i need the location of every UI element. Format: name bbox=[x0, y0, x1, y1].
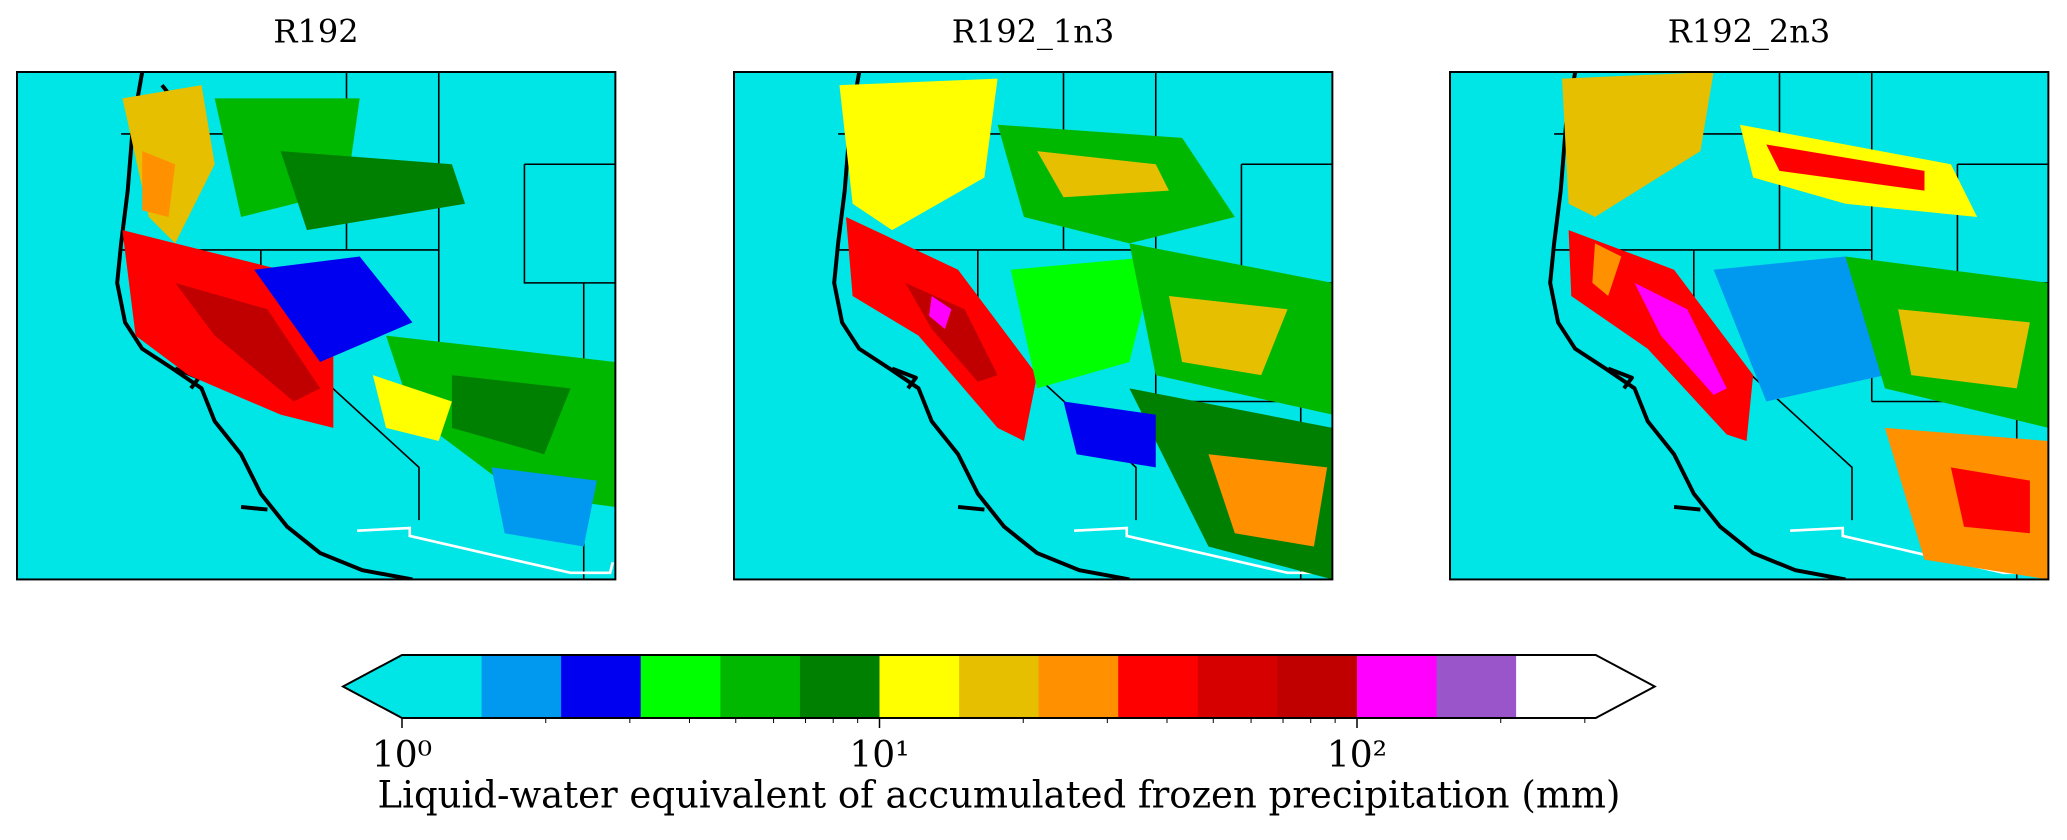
map-panel bbox=[1449, 71, 2050, 581]
colorbar-segment bbox=[481, 655, 562, 718]
panel-title: R192 bbox=[273, 13, 358, 51]
colorbar-segment bbox=[1038, 655, 1119, 718]
colorbar-segment bbox=[799, 655, 880, 718]
colorbar-segment bbox=[879, 655, 960, 718]
colorbar-segment bbox=[1277, 655, 1358, 718]
map-panel bbox=[16, 71, 617, 581]
colorbar-segment bbox=[1357, 655, 1438, 718]
colorbar-segment bbox=[1436, 655, 1517, 718]
colorbar-segment bbox=[1197, 655, 1278, 718]
colorbar-segment bbox=[959, 655, 1040, 718]
colorbar-tick-label: 10⁰ bbox=[372, 735, 432, 776]
colorbar-tick-label: 10² bbox=[1327, 735, 1387, 776]
panel-title: R192_2n3 bbox=[1668, 13, 1831, 51]
colorbar-outline bbox=[340, 654, 1657, 719]
colorbar-tick-label: 10¹ bbox=[849, 735, 909, 776]
colorbar-extension bbox=[343, 655, 402, 718]
colorbar-segment bbox=[561, 655, 642, 718]
colorbar-extension bbox=[1595, 655, 1655, 718]
colorbar-segment bbox=[1118, 655, 1199, 718]
colorbar-label: Liquid-water equivalent of accumulated f… bbox=[378, 774, 1621, 817]
colorbar-segment bbox=[402, 655, 483, 718]
colorbar-segment bbox=[720, 655, 801, 718]
colorbar-segment bbox=[640, 655, 721, 718]
colorbar-segment bbox=[1516, 655, 1597, 718]
map-panel bbox=[733, 71, 1334, 581]
panel-title: R192_1n3 bbox=[952, 13, 1115, 51]
